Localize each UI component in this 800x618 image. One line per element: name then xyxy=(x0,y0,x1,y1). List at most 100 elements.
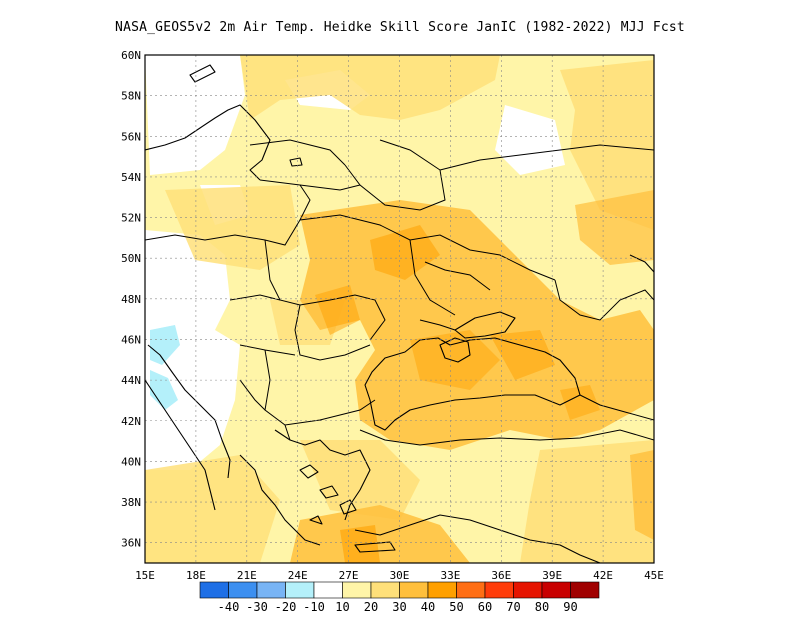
skill-band xyxy=(575,190,654,265)
colorbar-label: 30 xyxy=(392,600,406,614)
colorbar-swatch xyxy=(513,581,543,599)
skill-band xyxy=(300,440,420,520)
y-tick-label: 52N xyxy=(121,212,141,225)
country-border xyxy=(359,429,654,446)
baltic-coast xyxy=(145,104,271,181)
colorbar-swatch xyxy=(456,581,486,599)
skill-band xyxy=(520,440,654,563)
no-skill-region xyxy=(495,105,565,175)
skill-band xyxy=(630,450,654,540)
colorbar-swatch xyxy=(313,581,343,599)
country-border xyxy=(299,184,311,221)
x-tick-label: 36E xyxy=(491,569,511,582)
colorbar-label: 20 xyxy=(364,600,378,614)
colorbar-swatch xyxy=(399,581,429,599)
y-tick-labels: 36N 38N 40N 42N 44N 46N 48N 50N 52N 54N 56N 58N 60N xyxy=(121,49,141,550)
colorbar-label: 40 xyxy=(421,600,435,614)
skill-band xyxy=(490,330,555,380)
x-tick-label: 45E xyxy=(644,569,664,582)
y-tick-label: 58N xyxy=(121,90,141,103)
y-tick-label: 40N xyxy=(121,455,141,468)
colorbar-swatch xyxy=(256,581,286,599)
country-border xyxy=(439,144,654,171)
country-border xyxy=(344,139,446,211)
country-border xyxy=(264,239,386,341)
adriatic-coast xyxy=(147,344,231,479)
skill-band xyxy=(145,455,280,563)
no-skill-region xyxy=(145,230,240,470)
country-border xyxy=(145,214,556,281)
river xyxy=(419,319,456,331)
aegean-coast xyxy=(274,429,371,521)
colorbar-label: 60 xyxy=(478,600,492,614)
colorbar-label: 70 xyxy=(506,600,520,614)
y-tick-label: 38N xyxy=(121,496,141,509)
colorbar-label: 90 xyxy=(563,600,577,614)
island xyxy=(354,541,396,553)
skill-band xyxy=(560,60,654,230)
y-tick-label: 48N xyxy=(121,293,141,306)
crimea-coast xyxy=(439,337,471,363)
azov-sea-coast xyxy=(454,311,516,339)
x-tick-label: 39E xyxy=(542,569,562,582)
colorbar-swatch xyxy=(228,581,258,599)
y-tick-label: 50N xyxy=(121,252,141,265)
island xyxy=(289,157,303,167)
x-tick-label: 27E xyxy=(339,569,359,582)
colorbar-label: 50 xyxy=(449,600,463,614)
y-tick-label: 46N xyxy=(121,333,141,346)
colorbar: -40 -30 -20 -10 10 20 30 40 50 60 70 80 90 xyxy=(199,581,600,614)
colorbar-swatch xyxy=(427,581,457,599)
colorbar-label: 80 xyxy=(535,600,549,614)
black-sea-coast xyxy=(364,337,581,431)
x-tick-label: 24E xyxy=(288,569,308,582)
colorbar-swatch xyxy=(199,581,229,599)
colorbar-label: -30 xyxy=(246,600,268,614)
skill-band xyxy=(340,525,380,563)
colorbar-swatch xyxy=(541,581,571,599)
skill-band xyxy=(410,330,500,390)
country-border xyxy=(284,424,291,441)
skill-band xyxy=(290,505,470,563)
island xyxy=(339,499,357,515)
colorbar-swatch xyxy=(570,581,600,599)
colorbar-label: -10 xyxy=(303,600,325,614)
map-title: NASA_GEOS5v2 2m Air Temp. Heidke Skill S… xyxy=(115,20,685,35)
country-border xyxy=(294,304,371,361)
y-tick-label: 36N xyxy=(121,537,141,550)
skill-band xyxy=(315,285,360,335)
y-tick-label: 44N xyxy=(121,374,141,387)
y-tick-label: 54N xyxy=(121,171,141,184)
colorbar-swatch xyxy=(370,581,400,599)
x-tick-label: 42E xyxy=(593,569,613,582)
skill-field xyxy=(145,55,654,563)
island xyxy=(189,64,216,83)
skill-band xyxy=(240,55,500,120)
country-border xyxy=(409,239,456,316)
island xyxy=(319,485,339,499)
x-tick-label: 18E xyxy=(186,569,206,582)
colorbar-swatch xyxy=(484,581,514,599)
country-border xyxy=(229,294,281,301)
caspian-coast xyxy=(629,254,654,273)
colorbar-label: 10 xyxy=(335,600,349,614)
y-tick-label: 56N xyxy=(121,130,141,143)
colorbar-swatch xyxy=(285,581,315,599)
y-tick-label: 60N xyxy=(121,49,141,62)
country-border xyxy=(259,179,361,191)
colorbar-label: -20 xyxy=(275,600,297,614)
skill-band xyxy=(370,225,440,280)
y-tick-label: 42N xyxy=(121,415,141,428)
country-border xyxy=(249,139,346,166)
island xyxy=(299,464,319,479)
greece-coast xyxy=(239,454,321,546)
x-tick-labels: 15E 18E 21E 24E 27E 30E 33E 36E 39E 42E 45E xyxy=(135,569,664,582)
country-border xyxy=(239,379,266,411)
colorbar-swatch xyxy=(342,581,372,599)
colorbar-label: -40 xyxy=(218,600,240,614)
no-skill-region xyxy=(145,55,245,175)
country-border xyxy=(579,394,654,421)
skill-band xyxy=(560,385,600,420)
country-border xyxy=(554,279,654,321)
